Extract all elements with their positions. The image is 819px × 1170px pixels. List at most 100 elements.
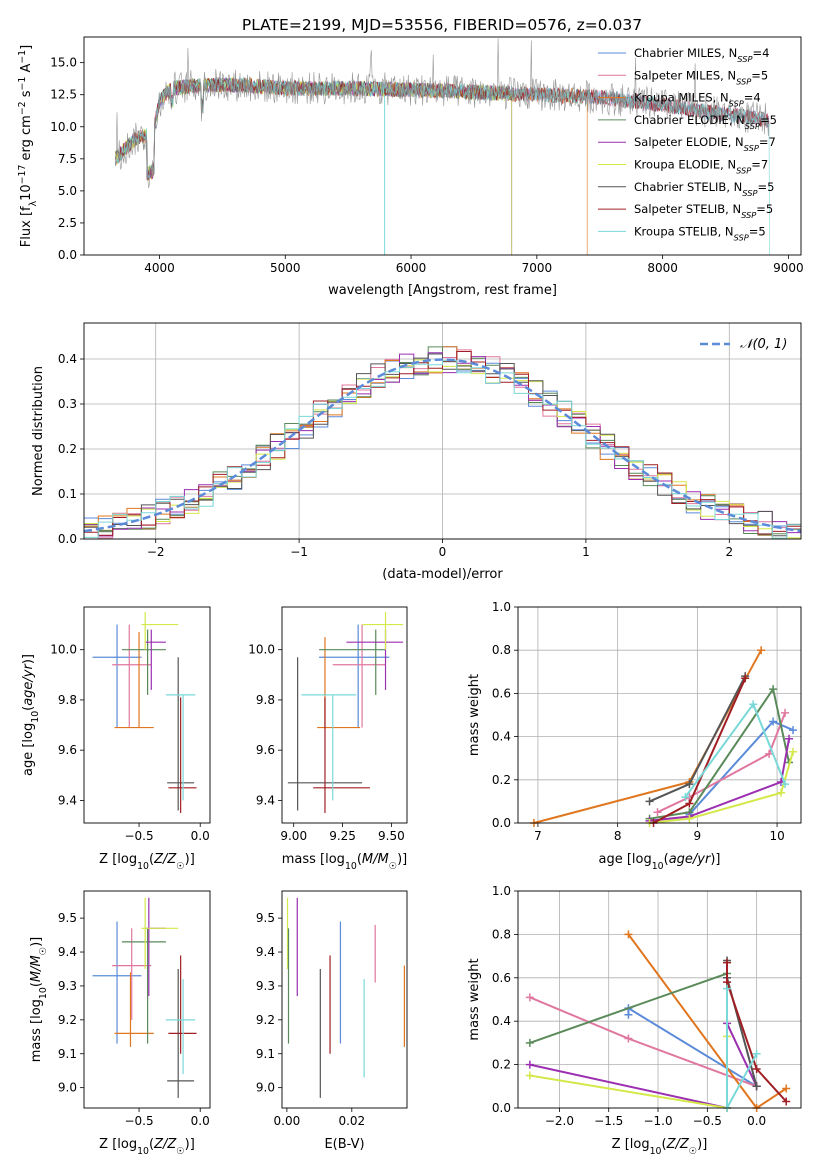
x-tick-label: 1 xyxy=(582,545,590,559)
panel-age_vs_mass: 9.00 9.25 9.50 9.4 9.6 9.8 10.0 mass [log10(M/M… xyxy=(248,606,408,872)
y-tick-label: 10.0 xyxy=(248,643,275,657)
y-tick-label: 9.8 xyxy=(256,693,275,707)
y-tick-label: 1.0 xyxy=(492,600,511,614)
massweight-marker xyxy=(525,993,534,1002)
y-tick-label: 7.5 xyxy=(58,152,77,166)
x-tick-label: −1.0 xyxy=(643,1114,672,1128)
massweight-marker xyxy=(769,685,778,694)
y-tick-label: 0.2 xyxy=(492,773,511,787)
spectrum-data-line xyxy=(115,38,770,189)
x-tick-label: 9.25 xyxy=(329,829,356,843)
y-tick-label: 0.4 xyxy=(58,352,77,366)
spectrum-model-line xyxy=(115,77,770,180)
y-tick-label: 9.3 xyxy=(256,979,275,993)
y-tick-label: 12.5 xyxy=(50,88,77,102)
panel-spectrum: 4000 5000 6000 7000 8000 9000 0.0 2.5 5.0 7.5 10.0… xyxy=(17,36,804,298)
massweight-marker xyxy=(781,708,790,717)
x-tick-label: 5000 xyxy=(270,261,301,275)
massweight-line xyxy=(726,962,787,1103)
panel-massweight_vs_Z: −2.0 −1.5 −1.0 −0.5 0.0 0.0 0.2 0.4 0.6 0.8 1.0 Z [… xyxy=(467,884,802,1157)
x-tick-label: 10 xyxy=(769,829,784,843)
y-tick-label: 9.4 xyxy=(256,945,275,959)
massweight-marker xyxy=(765,749,774,758)
x-tick-label: 0.02 xyxy=(338,1114,365,1128)
massweight-marker xyxy=(782,1084,791,1093)
y-tick-label: 0.2 xyxy=(58,442,77,456)
massweight-marker xyxy=(777,788,786,797)
massweight-line xyxy=(657,712,787,814)
figure-title: PLATE=2199, MJD=53556, FIBERID=0576, z=0… xyxy=(242,16,642,34)
massweight-marker xyxy=(525,1060,534,1069)
x-tick-label: −0.5 xyxy=(693,1114,722,1128)
y-axis-label: Normed distribution xyxy=(31,366,46,496)
massweight-marker xyxy=(749,700,758,709)
x-tick-label: 0.0 xyxy=(747,1114,766,1128)
x-tick-label: 9000 xyxy=(773,261,804,275)
x-tick-label: 2 xyxy=(725,545,733,559)
massweight-marker xyxy=(782,1097,791,1106)
spectrum-model-line xyxy=(115,77,513,255)
y-tick-label: 0.4 xyxy=(492,730,511,744)
y-tick-label: 9.6 xyxy=(256,743,275,757)
axes-frame xyxy=(517,890,802,1109)
y-axis-label: mass [log10(M/M☉)] xyxy=(29,937,49,1063)
x-axis-label: wavelength [Angstrom, rest frame] xyxy=(328,283,557,298)
x-tick-label: 0.0 xyxy=(191,829,210,843)
panel-residuals: −2 −1 0 1 2 0.0 0.1 0.2 0.3 0.4 𝒩(0, 1) (data-model… xyxy=(31,322,802,582)
y-tick-label: 10.0 xyxy=(50,120,77,134)
legend-label: Chabrier MILES, NSSP=4 xyxy=(634,46,769,64)
massweight-marker xyxy=(645,797,654,806)
x-tick-label: 0.00 xyxy=(274,1114,301,1128)
spectrum-model-line xyxy=(115,76,513,255)
y-tick-label: 0.0 xyxy=(492,1101,511,1115)
y-tick-label: 9.8 xyxy=(58,693,77,707)
panel-mass_vs_Z: −0.5 0.0 9.0 9.1 9.2 9.3 9.4 9.5 Z [log10(Z/Z☉)]… xyxy=(29,890,211,1157)
y-tick-label: 9.0 xyxy=(256,1081,275,1095)
legend-label: 𝒩(0, 1) xyxy=(740,337,787,352)
x-tick-label: 7000 xyxy=(522,261,553,275)
x-tick-label: 9.00 xyxy=(280,829,307,843)
x-tick-label: −1.5 xyxy=(594,1114,623,1128)
x-tick-label: −2.0 xyxy=(545,1114,574,1128)
legend-label: Salpeter MILES, NSSP=5 xyxy=(634,68,768,86)
y-tick-label: 0.3 xyxy=(58,397,77,411)
spectrum-model-line xyxy=(115,76,588,255)
y-tick-label: 9.1 xyxy=(256,1047,275,1061)
y-tick-label: 9.2 xyxy=(58,1013,77,1027)
x-tick-label: 9.50 xyxy=(378,829,405,843)
massweight-marker xyxy=(624,930,633,939)
massweight-marker xyxy=(769,717,778,726)
y-axis-label: Flux [fλ10−17 erg cm−2 s−1 A−1] xyxy=(17,45,39,247)
y-tick-label: 1.0 xyxy=(492,884,511,898)
x-tick-label: 0 xyxy=(439,545,447,559)
y-tick-label: 2.5 xyxy=(58,216,77,230)
y-axis-label: age [log10(age/yr)] xyxy=(21,654,41,776)
y-tick-label: 9.1 xyxy=(58,1047,77,1061)
y-tick-label: 9.6 xyxy=(58,743,77,757)
x-tick-label: 7 xyxy=(534,829,542,843)
massweight-line xyxy=(649,738,790,822)
axes-frame xyxy=(281,890,408,1109)
y-tick-label: 10.0 xyxy=(50,643,77,657)
y-tick-label: 0.8 xyxy=(492,927,511,941)
massweight-marker xyxy=(752,1049,761,1058)
legend-label: Kroupa MILES, NSSP=4 xyxy=(634,91,761,109)
legend-label: Salpeter STELIB, NSSP=5 xyxy=(634,202,773,220)
y-tick-label: 5.0 xyxy=(58,184,77,198)
massweight-line xyxy=(726,988,758,1109)
axes-frame xyxy=(281,606,408,824)
y-tick-label: 9.2 xyxy=(256,1013,275,1027)
massweight-marker xyxy=(723,984,732,993)
x-tick-label: 6000 xyxy=(396,261,427,275)
panel-massweight_vs_age: 7 8 9 10 0.0 0.2 0.4 0.6 0.8 1.0 age [log10(age/yr… xyxy=(467,600,802,872)
y-tick-label: 0.1 xyxy=(58,487,77,501)
y-tick-label: 9.4 xyxy=(58,945,77,959)
x-axis-label: mass [log10(M/M☉)] xyxy=(282,852,408,872)
massweight-marker xyxy=(789,726,798,735)
massweight-marker xyxy=(785,734,794,743)
y-axis-label: mass weight xyxy=(467,674,482,756)
y-tick-label: 0.4 xyxy=(492,1014,511,1028)
y-tick-label: 0.8 xyxy=(492,643,511,657)
x-axis-label: E(B-V) xyxy=(324,1137,364,1152)
axes-frame xyxy=(83,890,211,1109)
